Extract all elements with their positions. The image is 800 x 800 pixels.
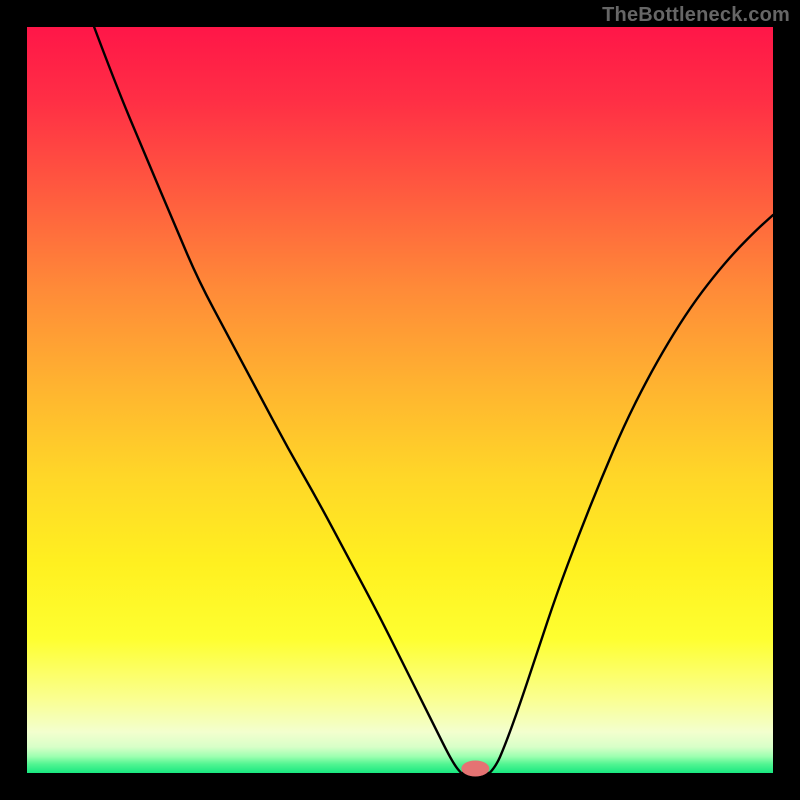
watermark-text: TheBottleneck.com: [602, 4, 790, 27]
chart-container: { "watermark": { "text": "TheBottleneck.…: [0, 0, 800, 800]
bottleneck-chart: [0, 0, 800, 800]
optimum-marker: [461, 761, 489, 777]
